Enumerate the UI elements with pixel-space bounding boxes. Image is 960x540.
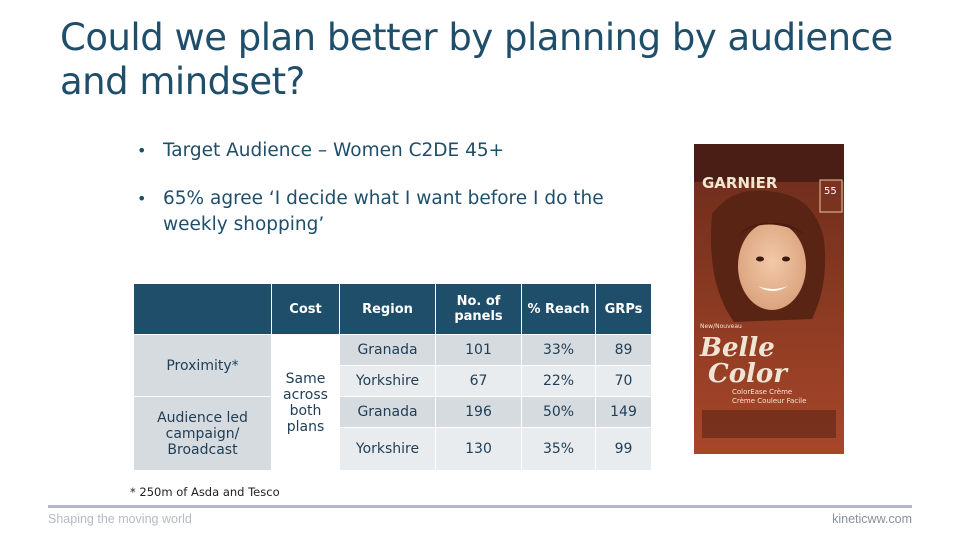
badge-text: New/Nouveau — [700, 323, 742, 330]
grps-cell: 89 — [595, 334, 652, 366]
bullet-text: 65% agree ‘I decide what I want before I… — [163, 188, 604, 235]
shade-swatch — [819, 179, 843, 213]
group-label-proximity: Proximity* — [133, 334, 272, 397]
cost-cell: Same across both plans — [271, 334, 340, 471]
product-sub-1: ColorEase Crème — [732, 388, 792, 396]
brand-logo: GARNIER — [702, 174, 778, 192]
product-name-line-2: Color — [708, 359, 789, 389]
region-cell: Yorkshire — [339, 427, 436, 471]
header-cell-grps: GRPs — [595, 283, 652, 335]
grps-cell: 70 — [595, 365, 652, 397]
bullet-list: • Target Audience – Women C2DE 45+ • 65%… — [135, 138, 605, 238]
table-row: Yorkshire 130 35% 99 — [134, 427, 652, 471]
bullet-dot-icon: • — [137, 189, 147, 208]
panels-cell: 130 — [435, 427, 522, 471]
reach-cell: 22% — [521, 365, 596, 397]
table-header-row: Cost Region No. of panels % Reach GRPs — [133, 283, 652, 335]
eye-right — [782, 256, 790, 262]
table-row: Yorkshire 67 22% 70 — [134, 365, 652, 397]
info-band — [702, 410, 836, 438]
plan-comparison-table: Cost Region No. of panels % Reach GRPs P… — [133, 283, 652, 471]
footer-rule — [48, 505, 912, 508]
grps-cell: 99 — [595, 427, 652, 471]
eye-left — [756, 256, 764, 262]
footer-website-link[interactable]: kineticww.com — [832, 512, 912, 526]
panels-cell: 196 — [435, 396, 522, 428]
reach-cell: 33% — [521, 334, 596, 366]
bullet-text: Target Audience – Women C2DE 45+ — [163, 140, 505, 161]
product-name-line-1: Belle — [699, 333, 775, 363]
footer-tagline: Shaping the moving world — [48, 512, 192, 526]
reach-cell: 35% — [521, 427, 596, 471]
header-cell-cost: Cost — [271, 283, 340, 335]
smile-shape — [758, 286, 788, 291]
panels-cell: 67 — [435, 365, 522, 397]
header-cell-region: Region — [339, 283, 436, 335]
grps-cell: 149 — [595, 396, 652, 428]
region-cell: Yorkshire — [339, 365, 436, 397]
bullet-item: • Target Audience – Women C2DE 45+ — [135, 138, 605, 164]
product-box-image: GARNIER 55 New/Nouveau Belle Color Color… — [694, 144, 844, 454]
shade-number: 55 — [824, 186, 837, 197]
panels-cell: 101 — [435, 334, 522, 366]
bullet-item: • 65% agree ‘I decide what I want before… — [135, 186, 605, 238]
region-cell: Granada — [339, 396, 436, 428]
region-cell: Granada — [339, 334, 436, 366]
face-shape — [738, 222, 806, 310]
slide-title: Could we plan better by planning by audi… — [60, 16, 893, 103]
product-sub-2: Crème Couleur Facile — [732, 397, 806, 405]
reach-cell: 50% — [521, 396, 596, 428]
header-cell-panels: No. of panels — [435, 283, 522, 335]
header-cell-empty — [133, 283, 272, 335]
fringe-shape — [738, 222, 804, 236]
table-row: Proximity* Same across both plans Granad… — [133, 334, 652, 471]
header-cell-reach: % Reach — [521, 283, 596, 335]
group-label-audience-led: Audience led campaign/ Broadcast — [133, 396, 272, 471]
table-row: Audience led campaign/ Broadcast Granada… — [133, 396, 652, 471]
footnote: * 250m of Asda and Tesco — [130, 485, 280, 499]
bullet-dot-icon: • — [137, 141, 147, 160]
box-top-band — [694, 144, 844, 182]
